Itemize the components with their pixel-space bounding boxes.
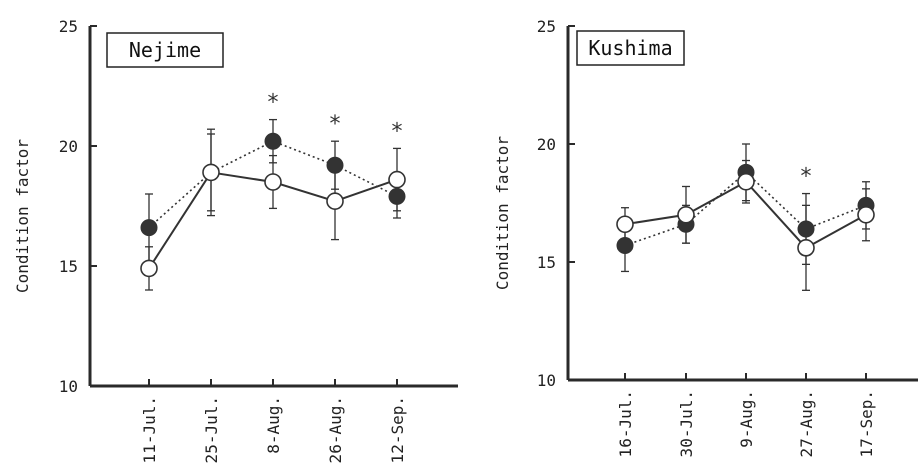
x-tick-label: 25-Jul. — [202, 396, 221, 463]
x-tick-label: 26-Aug. — [326, 396, 345, 463]
y-tick-label: 10 — [59, 377, 78, 396]
y-tick-label: 20 — [537, 135, 556, 154]
significance-marker: * — [268, 91, 279, 116]
significance-marker: * — [330, 112, 341, 137]
open-circle-point — [857, 206, 875, 224]
x-tick-label: 9-Aug. — [737, 390, 756, 448]
x-tick-label: 16-Jul. — [616, 390, 635, 457]
y-tick-label: 15 — [59, 257, 78, 276]
chart-title: Kushima — [588, 36, 672, 60]
significance-marker: * — [801, 165, 812, 190]
filled-circle-point — [140, 219, 158, 237]
y-tick-label: 15 — [537, 253, 556, 272]
significance-marker: * — [392, 119, 403, 144]
title-box — [106, 32, 224, 68]
panel-nejime: 10 15 20 25 Condition factor 11-Jul. 25-Jul. 8-… — [13, 17, 458, 463]
title-box — [576, 30, 685, 66]
y-tick-label: 25 — [537, 17, 556, 36]
x-tick-label: 12-Sep. — [388, 396, 407, 463]
open-circle-point — [677, 206, 695, 224]
y-tick-label: 25 — [59, 17, 78, 36]
x-tick-label: 30-Jul. — [677, 390, 696, 457]
chart-title: Nejime — [129, 38, 201, 62]
x-tick-label: 27-Aug. — [797, 390, 816, 457]
open-circle-point — [326, 192, 344, 210]
filled-circle-point — [264, 132, 282, 150]
open-circle-point — [616, 215, 634, 234]
x-tick-label: 8-Aug. — [264, 396, 283, 454]
filled-circle-point — [616, 236, 634, 254]
open-circle-point — [797, 239, 815, 257]
y-axis-label: Condition factor — [13, 139, 32, 293]
filled-circle-point — [326, 156, 344, 174]
open-circle-point — [264, 173, 282, 191]
x-tick-label: 11-Jul. — [140, 396, 159, 463]
y-axis-label: Condition factor — [493, 136, 512, 290]
y-tick-label: 20 — [59, 137, 78, 156]
open-circle-point — [202, 163, 220, 182]
filled-circle-point — [388, 187, 406, 205]
panel-kushima: 10 15 20 25 Condition factor 16-Jul. 30-Jul. 9-… — [493, 17, 918, 457]
y-tick-label: 10 — [537, 371, 556, 390]
series-filled-line — [148, 140, 398, 229]
open-circle-point — [388, 170, 406, 189]
open-circle-point — [737, 172, 755, 191]
open-circle-point — [140, 259, 158, 278]
x-tick-label: 17-Sep. — [857, 390, 876, 457]
filled-circle-point — [797, 220, 815, 238]
